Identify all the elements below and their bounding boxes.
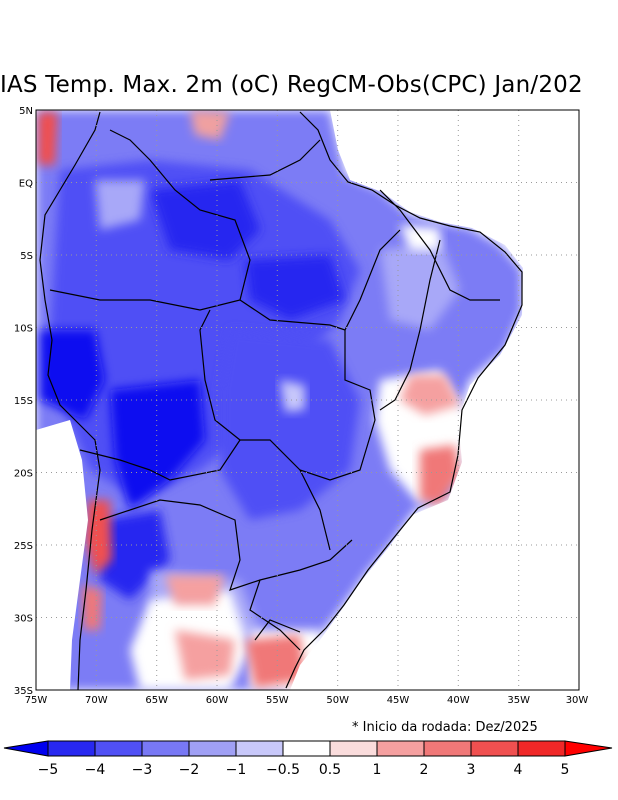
map-border (35, 109, 580, 691)
colorbar-label: 2 (420, 762, 429, 778)
colorbar-left-arrow (3, 740, 49, 757)
run-start-note: * Inicio da rodada: Dez/2025 (352, 720, 538, 735)
country-borders (39, 111, 523, 690)
colorbar-cell (517, 740, 566, 757)
colorbar-cell (235, 740, 284, 757)
y-tick-label: 30S (14, 614, 33, 625)
colorbar-cell (188, 740, 237, 757)
colorbar-right-arrow (564, 740, 613, 757)
colorbar-label: 5 (561, 762, 570, 778)
colorbar-label: 3 (467, 762, 476, 778)
colorbar-cell (282, 740, 331, 757)
colorbar-cell (47, 740, 96, 757)
x-tick-label: 50W (326, 695, 349, 706)
colorbar-label: −5 (38, 762, 59, 778)
colorbar-cell (376, 740, 425, 757)
colorbar-cell (94, 740, 143, 757)
colorbar-label: −0.5 (266, 762, 300, 778)
x-tick-label: 35W (507, 695, 530, 706)
x-axis-ticks: 75W 70W 65W 60W 55W 50W 45W 40W 35W 30W (25, 695, 589, 706)
y-axis-ticks: 5N EQ 5S 10S 15S 20S 25S 30S 35S (14, 106, 33, 697)
y-tick-label: 15S (14, 396, 33, 407)
colorbar: −5 −4 −3 −2 −1 −0.5 0.5 1 2 3 4 5 (3, 740, 613, 778)
grid-lines (36, 110, 579, 690)
colorbar-label: −4 (85, 762, 106, 778)
x-tick-label: 40W (447, 695, 470, 706)
colorbar-label: 1 (373, 762, 382, 778)
y-tick-label: EQ (19, 179, 33, 190)
colorbar-cell (423, 740, 472, 757)
colorbar-label: −1 (226, 762, 247, 778)
colorbar-label: −2 (179, 762, 200, 778)
colorbar-label: −3 (132, 762, 153, 778)
x-tick-label: 60W (206, 695, 229, 706)
anomaly-field (36, 110, 579, 690)
x-tick-label: 65W (145, 695, 168, 706)
x-tick-label: 30W (566, 695, 589, 706)
colorbar-cell (329, 740, 378, 757)
y-tick-label: 35S (14, 686, 33, 697)
colorbar-cell (141, 740, 190, 757)
x-tick-label: 55W (266, 695, 289, 706)
x-tick-label: 45W (387, 695, 410, 706)
y-tick-label: 25S (14, 541, 33, 552)
y-tick-label: 5N (19, 106, 33, 117)
y-tick-label: 5S (20, 251, 33, 262)
y-tick-label: 20S (14, 469, 33, 480)
map-title: IAS Temp. Max. 2m (oC) RegCM-Obs(CPC) Ja… (0, 72, 583, 98)
colorbar-cell (470, 740, 519, 757)
colorbar-label: 0.5 (319, 762, 341, 778)
y-tick-label: 10S (14, 324, 33, 335)
x-tick-label: 75W (25, 695, 48, 706)
x-tick-label: 70W (85, 695, 108, 706)
colorbar-label: 4 (514, 762, 523, 778)
